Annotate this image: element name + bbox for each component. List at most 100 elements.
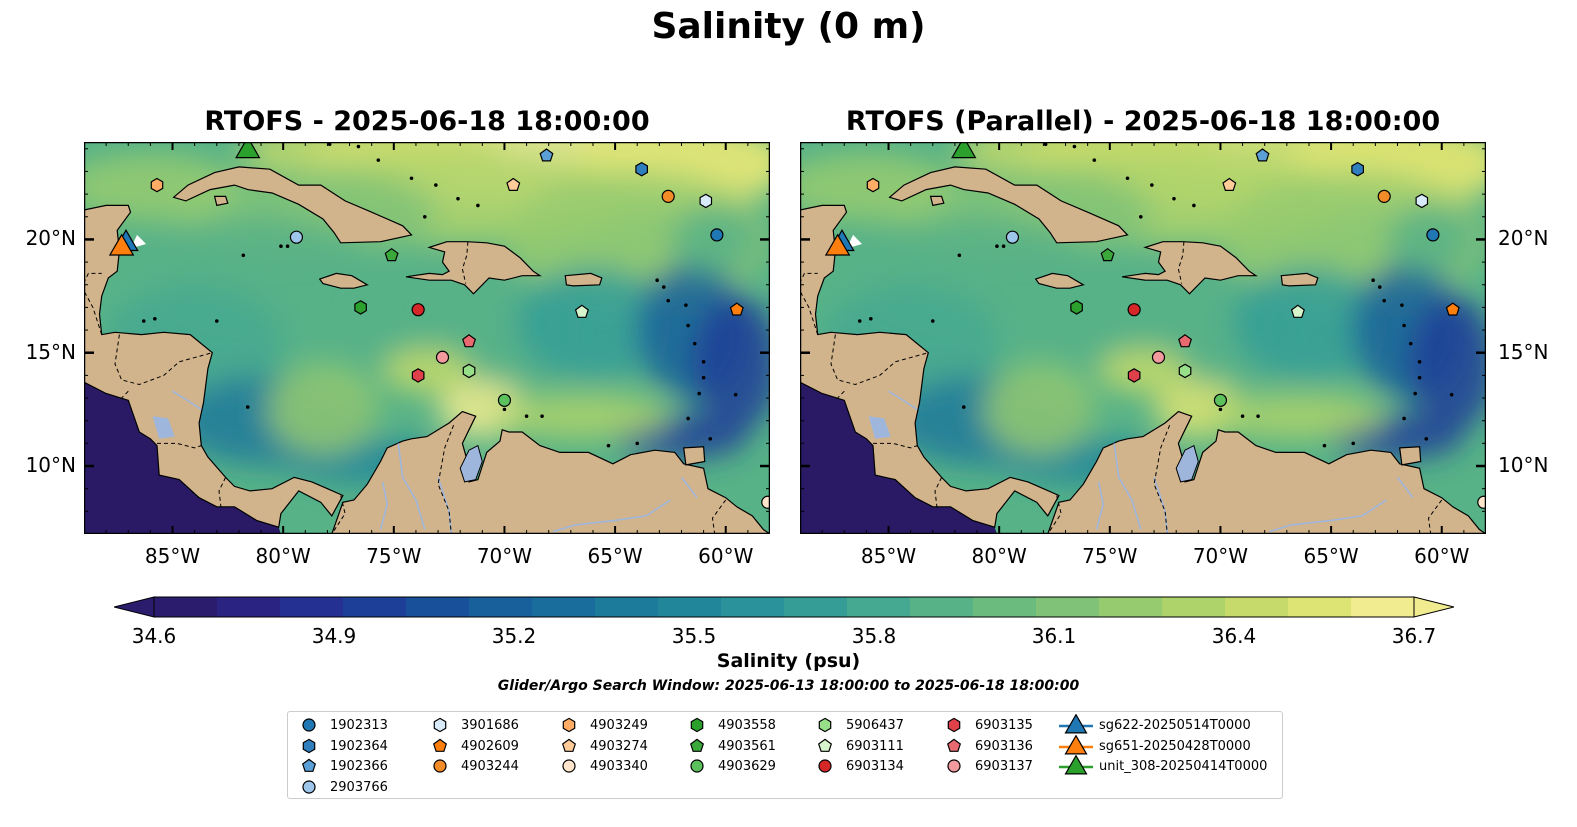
island bbox=[141, 319, 146, 323]
island bbox=[540, 414, 544, 418]
triangle-marker-icon bbox=[1059, 735, 1093, 755]
island bbox=[279, 244, 283, 249]
island bbox=[961, 405, 966, 409]
obs-4903558 bbox=[1070, 300, 1083, 315]
river bbox=[680, 476, 698, 499]
island bbox=[1402, 323, 1406, 328]
search-window-note: Glider/Argo Search Window: 2025-06-13 18… bbox=[497, 678, 1080, 694]
lat-tick-label-right: 15°N bbox=[1498, 339, 1549, 364]
island bbox=[1172, 196, 1176, 201]
colorbar-tick-label: 36.1 bbox=[1031, 624, 1077, 648]
lat-tick-label-right: 20°N bbox=[1498, 226, 1549, 251]
island bbox=[1424, 437, 1429, 441]
river bbox=[1113, 443, 1142, 530]
legend-label: 6903136 bbox=[975, 738, 1033, 754]
lat-tick-label-left: 10°N bbox=[25, 453, 76, 478]
lon-tick-label: 70°W bbox=[1192, 544, 1249, 568]
legend-pentagon-icon bbox=[301, 758, 317, 772]
obs-1902366 bbox=[539, 148, 554, 162]
island bbox=[434, 183, 438, 187]
country-border bbox=[119, 390, 129, 401]
colorbar-segment bbox=[154, 597, 218, 617]
obs-unit_308-20250414T0000 bbox=[235, 142, 261, 159]
lat-tick-label-left: 20°N bbox=[25, 226, 76, 251]
island bbox=[666, 298, 671, 303]
lat-tick-label-left: 15°N bbox=[25, 339, 76, 364]
legend-label: 5906437 bbox=[846, 717, 904, 733]
legend-label: 4903274 bbox=[590, 738, 648, 754]
hexagon-marker-icon bbox=[433, 717, 447, 733]
legend-label: 4903558 bbox=[718, 717, 776, 733]
legend-item-6903111: 6903111 bbox=[814, 736, 904, 756]
legend-triangle-icon bbox=[1064, 755, 1088, 775]
land-mass bbox=[1047, 410, 1486, 534]
island bbox=[1417, 375, 1422, 380]
country-border bbox=[1177, 241, 1185, 284]
legend-label: 2903766 bbox=[330, 779, 388, 795]
colorbar-segment bbox=[1351, 597, 1415, 617]
legend-item-1902366: 1902366 bbox=[298, 756, 388, 776]
country-border bbox=[218, 477, 227, 510]
legend-label: 4903629 bbox=[718, 758, 776, 774]
island bbox=[1402, 416, 1406, 421]
island bbox=[502, 407, 507, 412]
legend-item-sg651-20250428T0000: sg651-20250428T0000 bbox=[1059, 735, 1251, 756]
legend-pentagon-icon bbox=[432, 738, 448, 752]
colorbar-tick-label: 36.4 bbox=[1211, 624, 1257, 648]
island bbox=[1408, 341, 1413, 346]
lake-maracaibo bbox=[1175, 444, 1199, 483]
island bbox=[409, 176, 414, 181]
lon-tick-label: 85°W bbox=[860, 544, 917, 568]
island bbox=[1072, 144, 1077, 149]
obs-4903244 bbox=[661, 189, 675, 203]
island bbox=[1001, 244, 1006, 249]
legend: 1902313 1902364 1902366 2903766 3901686 49026… bbox=[287, 711, 1283, 799]
island bbox=[869, 316, 873, 321]
island bbox=[957, 253, 962, 258]
pentagon-marker-icon bbox=[817, 738, 833, 752]
obs-4903561 bbox=[1100, 247, 1115, 262]
circle-marker-icon bbox=[302, 780, 316, 794]
colorbar-segment bbox=[1036, 597, 1100, 617]
island bbox=[686, 416, 690, 421]
obs-4903558 bbox=[354, 300, 367, 315]
island bbox=[241, 253, 246, 258]
obs-4903249 bbox=[866, 177, 880, 193]
land-mass bbox=[683, 446, 706, 466]
obs-6903111 bbox=[574, 304, 589, 318]
country-border bbox=[114, 334, 213, 386]
observation-markers bbox=[108, 142, 770, 509]
obs-1902364 bbox=[1351, 161, 1365, 177]
island bbox=[245, 405, 250, 409]
legend-circle-icon bbox=[690, 759, 704, 773]
obs-6903135 bbox=[1127, 368, 1141, 383]
island bbox=[857, 319, 862, 323]
colorbar-segment bbox=[1288, 597, 1352, 617]
pentagon-marker-icon bbox=[301, 758, 317, 772]
colorbar-tick-label: 34.9 bbox=[311, 624, 357, 648]
map-frame bbox=[84, 142, 770, 534]
colorbar-extend-min bbox=[114, 596, 155, 618]
obs-4902609 bbox=[1445, 302, 1460, 316]
island bbox=[606, 443, 611, 448]
island bbox=[701, 359, 706, 364]
legend-hexagon-icon bbox=[947, 717, 961, 733]
colorbar-segment bbox=[532, 597, 596, 617]
legend-label: unit_308-20250414T0000 bbox=[1099, 758, 1268, 774]
obs-5906437 bbox=[462, 363, 476, 379]
legend-label: 6903137 bbox=[975, 758, 1033, 774]
island bbox=[1043, 142, 1048, 147]
land-mass bbox=[1121, 241, 1258, 295]
island bbox=[995, 244, 999, 249]
legend-label: sg651-20250428T0000 bbox=[1099, 738, 1251, 754]
legend-hexagon-icon bbox=[690, 717, 704, 733]
island bbox=[1371, 278, 1375, 283]
land-mass bbox=[1399, 446, 1422, 466]
colorbar-segment bbox=[1225, 597, 1289, 617]
colorbar-tick-label: 35.8 bbox=[851, 624, 897, 648]
legend-item-3901686: 3901686 bbox=[429, 715, 519, 735]
land-mass bbox=[888, 166, 1129, 244]
colorbar-segment bbox=[595, 597, 659, 617]
colorbar-segment bbox=[343, 597, 407, 617]
colorbar-tick-label: 36.7 bbox=[1391, 624, 1437, 648]
